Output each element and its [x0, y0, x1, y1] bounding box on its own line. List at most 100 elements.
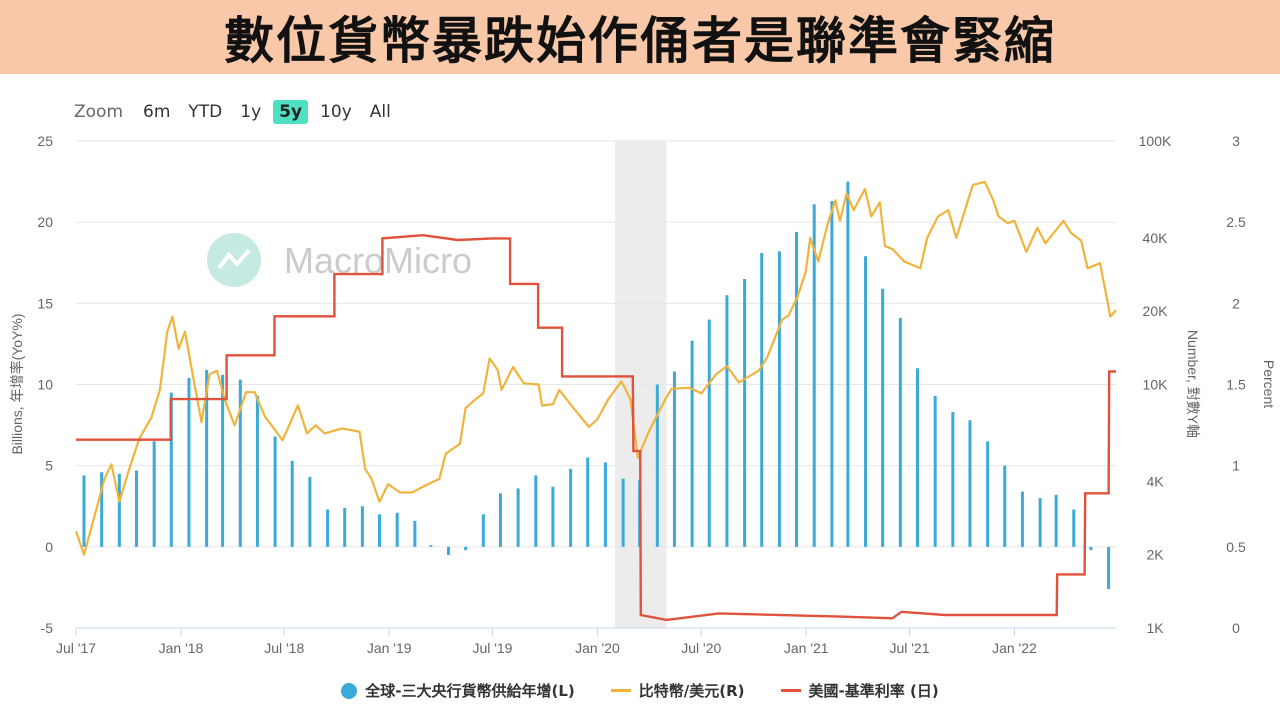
left-tick-label: -5 — [41, 620, 54, 636]
rate-series-line — [76, 233, 1116, 622]
money-supply-bar — [898, 317, 902, 547]
money-supply-bar — [100, 472, 104, 547]
money-supply-bar — [238, 379, 242, 547]
btc-tick-label: 1K — [1146, 620, 1164, 636]
money-supply-bar — [933, 395, 937, 547]
money-supply-bar — [655, 384, 659, 547]
money-supply-bar — [343, 507, 347, 547]
rate-tick-label: 0.5 — [1226, 539, 1246, 555]
money-supply-bar — [1072, 509, 1076, 547]
watermark-logo-mark — [217, 248, 251, 270]
x-tick-label: Jul '19 — [472, 640, 512, 656]
money-supply-bar — [481, 514, 485, 547]
money-supply-bar — [117, 473, 121, 547]
btc-axis-title: Number, 對數Y軸 — [1185, 330, 1201, 438]
money-supply-bar — [1089, 546, 1093, 551]
legend-item-rate[interactable]: 美國-基準利率 (日) — [780, 680, 939, 701]
money-supply-bar — [846, 181, 850, 547]
money-supply-bar — [760, 253, 764, 547]
legend-dot-icon — [341, 682, 358, 699]
zoom-5y-button[interactable]: 5y — [273, 100, 309, 124]
money-supply-bar — [551, 486, 555, 547]
btc-tick-label: 10K — [1143, 377, 1169, 393]
money-supply-bar — [187, 378, 191, 547]
btc-tick-label: 40K — [1143, 230, 1169, 246]
btc-tick-label: 2K — [1146, 547, 1164, 563]
x-tick-label: Jul '21 — [889, 640, 929, 656]
btc-series-line — [74, 180, 1117, 556]
money-supply-bar — [743, 278, 747, 547]
legend-line-icon — [610, 689, 631, 692]
x-tick-label: Jan '18 — [159, 640, 204, 656]
left-tick-label: 20 — [37, 214, 53, 230]
x-tick-label: Jan '19 — [367, 640, 412, 656]
money-supply-bar — [621, 478, 625, 547]
money-supply-bar — [534, 475, 538, 547]
money-supply-bar — [516, 488, 520, 547]
money-supply-bar — [308, 477, 312, 547]
btc-tick-label: 4K — [1146, 473, 1164, 489]
money-supply-bar — [134, 470, 138, 547]
money-supply-bar — [169, 392, 173, 547]
x-tick-label: Jan '21 — [784, 640, 829, 656]
money-supply-bar — [1107, 546, 1111, 590]
legend-label-btc: 比特幣/美元(R) — [638, 682, 745, 700]
x-tick-label: Jan '22 — [992, 640, 1037, 656]
zoom-label: Zoom — [74, 102, 124, 122]
money-supply-bar — [1003, 465, 1007, 547]
money-supply-bar — [586, 457, 590, 547]
money-supply-bar — [603, 462, 607, 547]
money-supply-bar — [221, 374, 225, 547]
money-supply-bar — [205, 369, 209, 547]
zoom-1y-button[interactable]: 1y — [240, 102, 262, 122]
left-tick-label: 0 — [45, 539, 53, 555]
x-tick-label: Jul '18 — [264, 640, 304, 656]
money-supply-bar — [413, 520, 417, 547]
legend: 全球-三大央行貨幣供給年增(L) 比特幣/美元(R) 美國-基準利率 (日) — [0, 680, 1280, 701]
rate-tick-label: 3 — [1232, 133, 1240, 149]
rate-axis-title: Percent — [1261, 360, 1277, 408]
legend-item-btc[interactable]: 比特幣/美元(R) — [610, 680, 745, 701]
money-supply-bar — [795, 231, 799, 547]
money-supply-bar — [464, 546, 468, 551]
left-tick-label: 10 — [37, 377, 53, 393]
money-supply-bar — [968, 420, 972, 547]
zoom-6m-button[interactable]: 6m — [143, 102, 171, 122]
banner: 數位貨幣暴跌始作俑者是聯準會緊縮 — [0, 0, 1280, 74]
rate-tick-label: 2.5 — [1226, 214, 1246, 230]
money-supply-bar — [82, 475, 86, 547]
rate-tick-label: 1 — [1232, 458, 1240, 474]
x-tick-label: Jul '20 — [681, 640, 721, 656]
money-supply-bar — [152, 441, 156, 547]
rate-tick-label: 0 — [1232, 620, 1240, 636]
legend-line-icon — [780, 689, 801, 692]
zoom-ytd-button[interactable]: YTD — [188, 102, 223, 122]
money-supply-bar — [360, 506, 364, 547]
money-supply-bar — [812, 204, 816, 547]
money-supply-bar — [447, 546, 451, 555]
legend-label-money-supply: 全球-三大央行貨幣供給年增(L) — [365, 682, 575, 700]
legend-label-rate: 美國-基準利率 (日) — [808, 682, 939, 700]
money-supply-bar — [725, 295, 729, 547]
legend-item-money-supply[interactable]: 全球-三大央行貨幣供給年增(L) — [341, 680, 575, 701]
money-supply-bar — [1054, 494, 1058, 547]
money-supply-bar — [672, 371, 676, 547]
money-supply-bar — [777, 251, 781, 547]
money-supply-bar — [986, 441, 990, 547]
money-supply-bar — [1020, 491, 1024, 547]
left-tick-label: 5 — [45, 458, 53, 474]
rate-tick-label: 2 — [1232, 295, 1240, 311]
money-supply-bar — [395, 512, 399, 547]
zoom-all-button[interactable]: All — [369, 102, 391, 122]
money-supply-bar — [915, 368, 919, 547]
banner-title: 數位貨幣暴跌始作俑者是聯準會緊縮 — [224, 12, 1056, 70]
chart-area: MacroMicro 2520151050-5100K40K20K10K4K2K… — [9, 133, 1277, 656]
money-supply-bar — [429, 545, 433, 547]
money-supply-bar — [569, 468, 573, 547]
zoom-10y-button[interactable]: 10y — [320, 102, 352, 122]
money-supply-bar — [255, 395, 259, 547]
money-supply-bar — [707, 319, 711, 547]
money-supply-bar — [498, 493, 502, 547]
rate-tick-label: 1.5 — [1226, 377, 1246, 393]
money-supply-bar — [864, 256, 868, 547]
